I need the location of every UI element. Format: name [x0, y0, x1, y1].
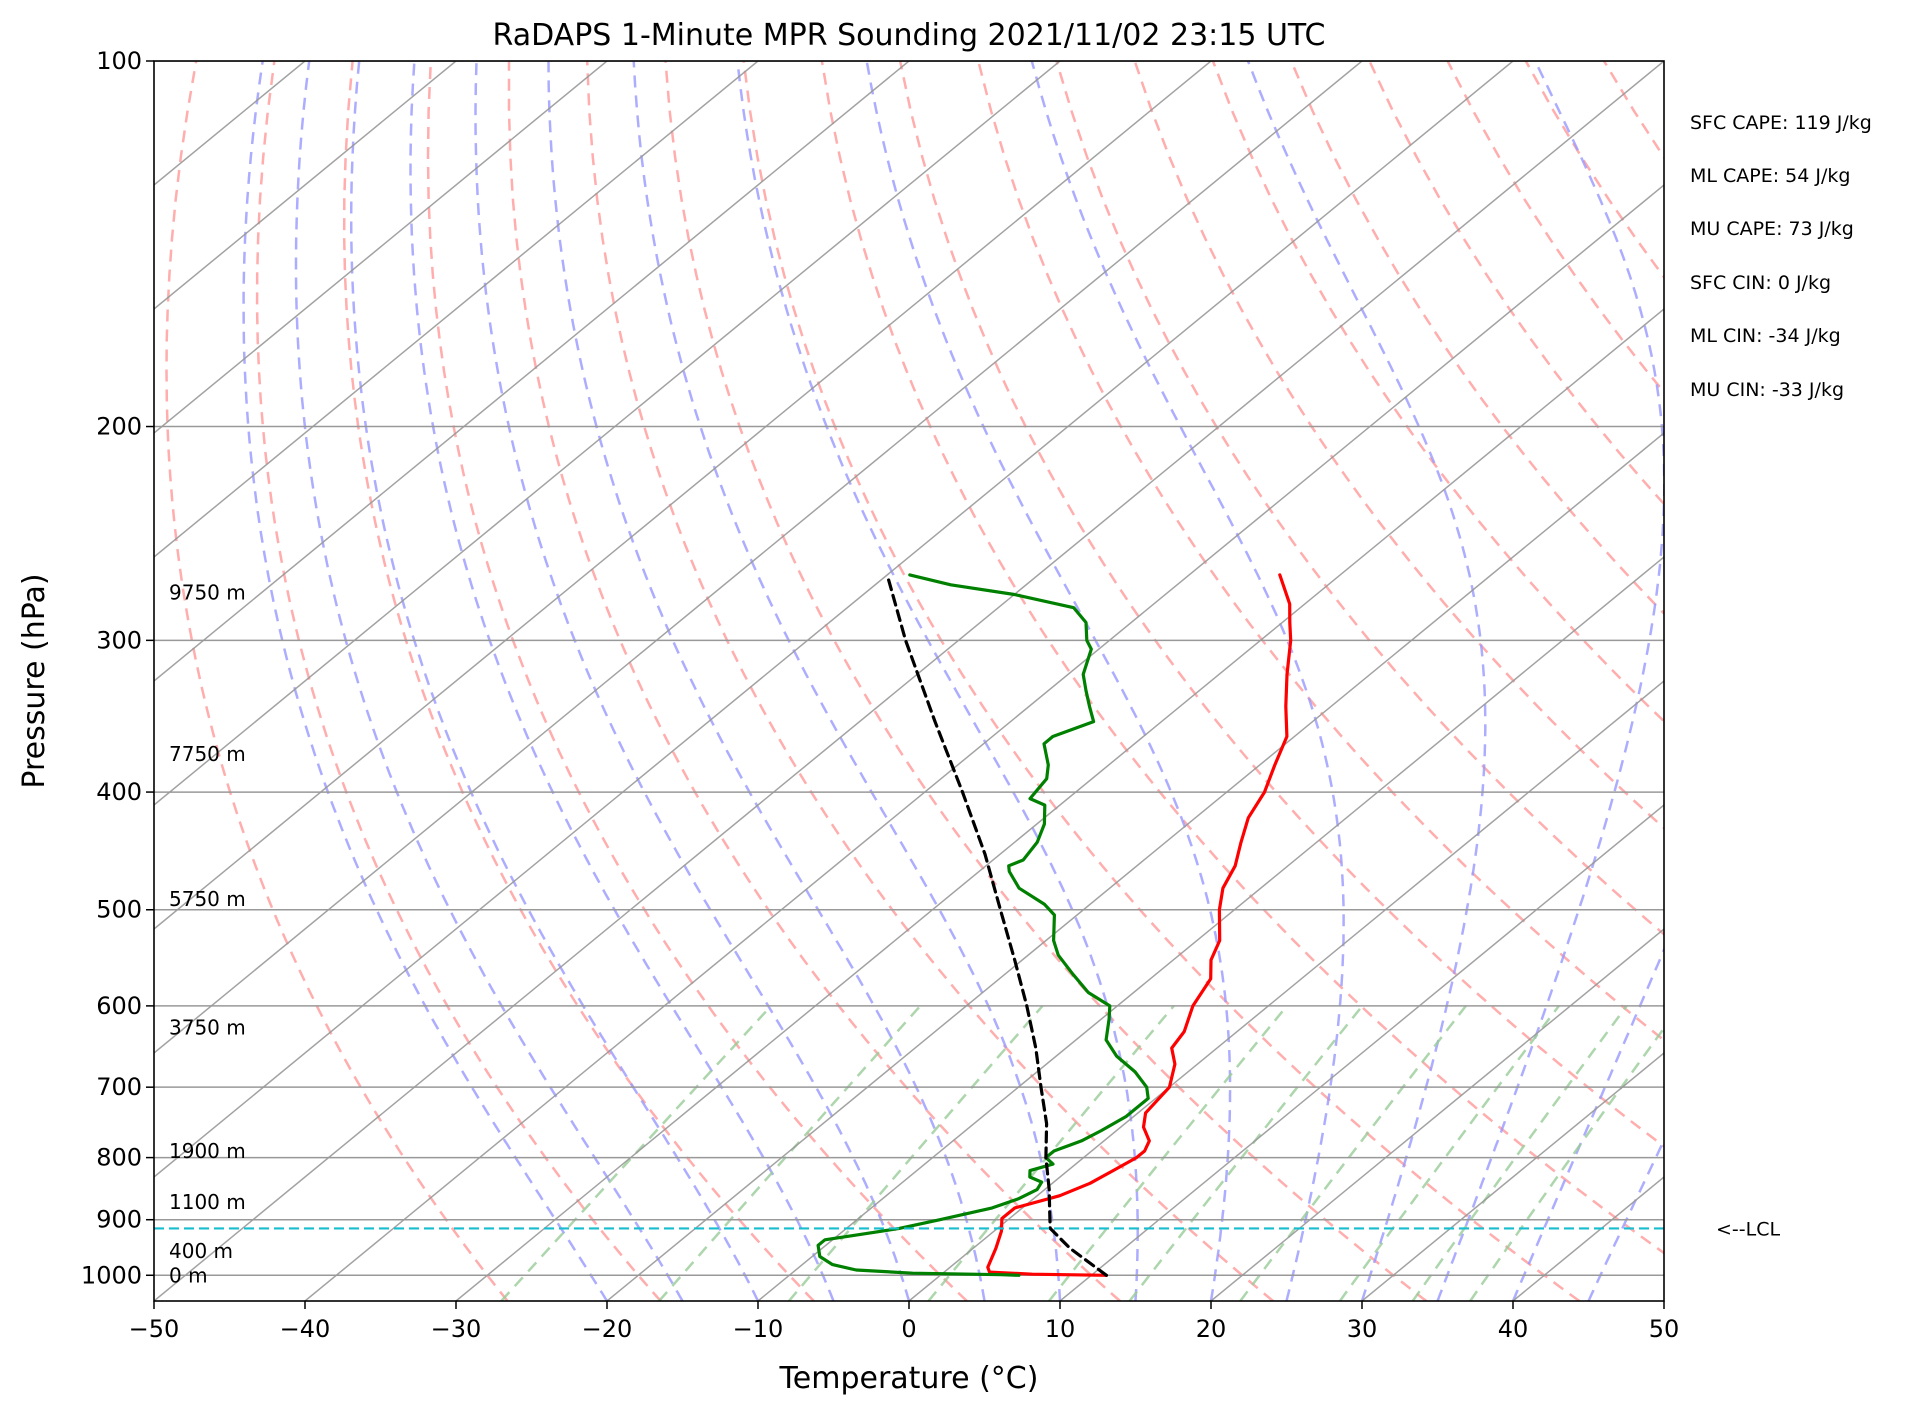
y-tick-label: 500 [96, 896, 142, 924]
y-axis-title: Pressure (hPa) [17, 573, 52, 788]
height-label: 7750 m [169, 742, 246, 766]
y-tick-label: 400 [96, 778, 142, 806]
mixing-ratio-line [787, 1005, 1044, 1301]
isotherm [1059, 804, 1664, 1301]
x-axis-ticks: −50 −40 −30 −20 −10 0 10 20 30 40 50 [129, 1301, 1680, 1343]
moist-adiabat [349, 61, 760, 1301]
chart-title: RaDAPS 1-Minute MPR Sounding 2021/11/02 … [493, 18, 1326, 53]
moist-adiabat [294, 61, 684, 1301]
isotherm [154, 61, 608, 434]
y-axis-ticks: 100 200 300 400 500 600 700 800 900 1000 [81, 47, 154, 1289]
dry-adiabat [507, 61, 1121, 1301]
stat-sfc-cin: SFC CIN: 0 J/kg [1690, 272, 1831, 294]
y-tick-label: 300 [96, 626, 142, 654]
x-tick-label: 40 [1498, 1315, 1529, 1343]
mixing-ratio-line [1128, 1005, 1364, 1301]
mixing-ratio-line [1239, 1005, 1467, 1301]
height-label: 0 m [169, 1263, 208, 1287]
moist-adiabat [865, 61, 1232, 1301]
moist-adiabat [1511, 946, 1664, 1301]
stat-sfc-cape: SFC CAPE: 119 J/kg [1690, 112, 1872, 134]
x-tick-label: 10 [1045, 1315, 1076, 1343]
isotherm [455, 308, 1664, 1301]
dry-adiabat [165, 61, 509, 1301]
moist-adiabat [242, 61, 609, 1301]
isotherm [304, 184, 1664, 1301]
isotherm [154, 61, 1664, 1301]
x-tick-label: −30 [431, 1315, 482, 1343]
stat-mu-cin: MU CIN: -33 J/kg [1690, 379, 1844, 401]
mixing-ratio-line [1469, 1026, 1664, 1301]
isotherm [1210, 928, 1664, 1301]
y-tick-label: 1000 [81, 1261, 142, 1289]
moist-adiabat [474, 61, 911, 1301]
mixing-ratio-line [500, 1005, 773, 1301]
mixing-ratio-line [927, 1005, 1175, 1301]
isotherm [757, 556, 1664, 1301]
y-tick-label: 800 [96, 1144, 142, 1172]
isotherm [154, 61, 457, 310]
stat-ml-cape: ML CAPE: 54 J/kg [1690, 165, 1850, 187]
isotherm [154, 61, 759, 558]
mixing-ratio-line [1338, 1005, 1560, 1301]
x-tick-label: −50 [129, 1315, 180, 1343]
y-tick-label: 900 [96, 1206, 142, 1234]
dry-adiabat [898, 61, 1664, 1148]
height-label: 5750 m [169, 887, 246, 911]
moist-adiabat [409, 61, 835, 1301]
isotherm [154, 61, 1212, 930]
x-tick-label: 20 [1196, 1315, 1227, 1343]
dry-adiabat [820, 61, 1664, 1255]
isotherm [154, 61, 910, 682]
x-tick-label: −10 [733, 1315, 784, 1343]
data-series [154, 573, 1664, 1277]
x-tick-label: 50 [1649, 1315, 1680, 1343]
height-label: 3750 m [169, 1015, 246, 1039]
temperature-profile [986, 573, 1293, 1277]
lcl-label: <--LCL [1716, 1218, 1780, 1240]
x-tick-label: 30 [1347, 1315, 1378, 1343]
isotherm [154, 61, 1514, 1178]
moist-adiabat [1246, 61, 1487, 1301]
parcel-profile [885, 573, 1108, 1277]
dry-adiabat [342, 61, 815, 1301]
isotherm [154, 61, 1363, 1054]
dry-adiabat [585, 61, 1274, 1301]
pressure-gridlines [154, 61, 1664, 1277]
moist-adiabat [736, 61, 1139, 1301]
height-label: 9750 m [169, 581, 246, 605]
mixing-ratio-line [1411, 1005, 1628, 1301]
dry-adiabat [1055, 61, 1664, 936]
stat-ml-cin: ML CIN: -34 J/kg [1690, 325, 1841, 347]
x-tick-label: −20 [582, 1315, 633, 1343]
y-tick-label: 700 [96, 1073, 142, 1101]
x-axis-title: Temperature (°C) [779, 1361, 1039, 1396]
y-tick-label: 100 [96, 47, 142, 75]
height-label: 400 m [169, 1239, 233, 1263]
y-tick-label: 600 [96, 992, 142, 1020]
dewpoint-profile [816, 573, 1150, 1277]
height-label: 1100 m [169, 1190, 246, 1214]
height-label: 1900 m [169, 1139, 246, 1163]
x-tick-label: −40 [280, 1315, 331, 1343]
mixing-ratio-line [658, 1005, 922, 1301]
x-tick-label: 0 [901, 1315, 916, 1343]
isotherm [606, 432, 1664, 1301]
stat-mu-cape: MU CAPE: 73 J/kg [1690, 218, 1854, 240]
stats-panel: SFC CAPE: 119 J/kg ML CAPE: 54 J/kg MU C… [1690, 112, 1872, 401]
dry-adiabat [255, 61, 662, 1301]
isotherm [1361, 1052, 1664, 1301]
isotherm [154, 61, 1061, 806]
mixing-ratio-line [1048, 1005, 1288, 1301]
y-tick-label: 200 [96, 413, 142, 441]
